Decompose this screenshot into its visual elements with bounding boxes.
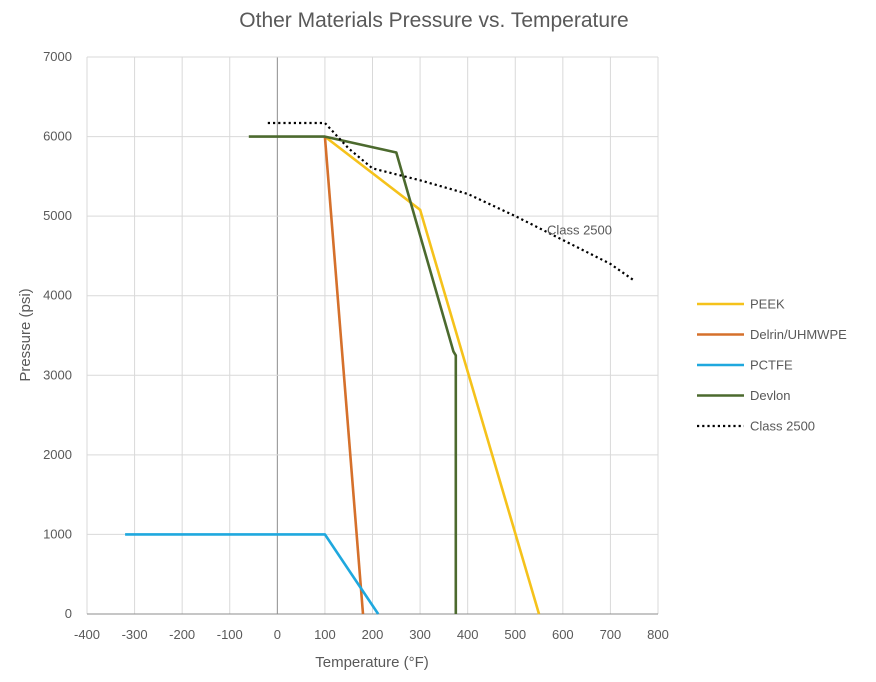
x-tick-label: -300 xyxy=(122,627,148,642)
x-tick-label: 300 xyxy=(409,627,431,642)
y-tick-label: 5000 xyxy=(43,208,72,223)
y-axis-title: Pressure (psi) xyxy=(17,288,34,381)
x-tick-label: 100 xyxy=(314,627,336,642)
series-line-4 xyxy=(248,135,458,614)
series-line-3 xyxy=(125,533,380,615)
y-tick-label: 4000 xyxy=(43,288,72,303)
series-line-5 xyxy=(267,121,635,282)
legend-label: PEEK xyxy=(750,297,785,312)
x-tick-label: -200 xyxy=(169,627,195,642)
x-tick-label: 0 xyxy=(274,627,281,642)
annotations: Class 2500 xyxy=(547,222,612,237)
x-tick-label: 700 xyxy=(600,627,622,642)
y-tick-label: 7000 xyxy=(43,49,72,64)
legend-label: Delrin/UHMWPE xyxy=(750,327,847,342)
x-tick-label: 600 xyxy=(552,627,574,642)
x-tick-label: 800 xyxy=(647,627,669,642)
legend-label: Class 2500 xyxy=(750,419,815,434)
axes: -400 -300 -200 -100 0 100 200 300 400 500 600 700 80… xyxy=(43,49,669,642)
legend-label: PCTFE xyxy=(750,358,793,373)
chart-title: Other Materials Pressure vs. Temperature xyxy=(239,9,628,32)
y-tick-label: 2000 xyxy=(43,447,72,462)
legend: PEEK Delrin/UHMWPE PCTFE Devlon Class 2500 xyxy=(697,297,847,434)
y-tick-label: 6000 xyxy=(43,129,72,144)
x-tick-label: -100 xyxy=(217,627,243,642)
legend-label: Devlon xyxy=(750,388,790,403)
x-tick-label: 500 xyxy=(504,627,526,642)
grid xyxy=(86,56,659,615)
y-tick-label: 0 xyxy=(65,606,72,621)
x-tick-label: 400 xyxy=(457,627,479,642)
series-lines xyxy=(125,121,635,615)
x-axis-title: Temperature (°F) xyxy=(315,654,429,671)
y-tick-label: 1000 xyxy=(43,526,72,541)
y-tick-label: 3000 xyxy=(43,367,72,382)
series-line-2 xyxy=(323,136,365,615)
x-tick-label: 200 xyxy=(362,627,384,642)
series-annotation: Class 2500 xyxy=(547,222,612,237)
series-line-1 xyxy=(324,135,541,615)
x-tick-label: -400 xyxy=(74,627,100,642)
